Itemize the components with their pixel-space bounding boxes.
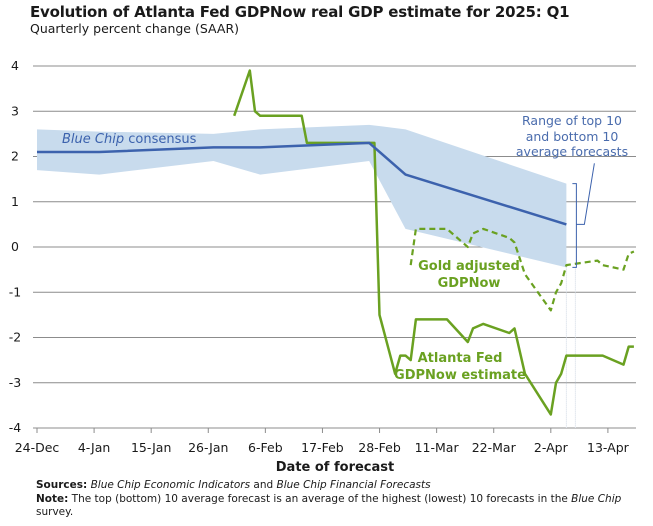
x-tick-label: 4-Jan: [78, 440, 110, 455]
svg-text:Gold adjusted: Gold adjusted: [418, 259, 520, 274]
y-tick-label: 1: [11, 194, 19, 209]
forecast-range-band: [37, 124, 567, 268]
range-bracket: [572, 163, 595, 268]
x-tick-label: 2-Apr: [534, 440, 569, 455]
y-tick-label: -1: [9, 284, 21, 299]
y-tick-label: 3: [11, 103, 19, 118]
svg-text:GDPNow estimate: GDPNow estimate: [394, 368, 526, 383]
y-tick-label: -4: [9, 420, 22, 435]
x-tick-label: 24-Dec: [15, 440, 60, 455]
svg-text:GDPNow: GDPNow: [438, 276, 501, 291]
chart-subtitle: Quarterly percent change (SAAR): [30, 21, 240, 36]
x-tick-label: 13-Apr: [587, 440, 630, 455]
x-tick-label: 28-Feb: [358, 440, 401, 455]
series-line-atlanta-fed-gdpnow-estimate: [233, 69, 634, 416]
series-line-blue-chip-consensus: [37, 141, 567, 226]
y-tick-label: 4: [11, 58, 19, 73]
y-tick-label: 0: [11, 239, 19, 254]
x-tick-label: 26-Jan: [188, 440, 228, 455]
x-axis-label: Date of forecast: [276, 460, 394, 475]
svg-text:and bottom 10: and bottom 10: [526, 129, 619, 144]
range-label: Range of top 10 and bottom 10 average fo…: [516, 113, 628, 159]
x-axis-ticks: 24-Dec 4-Jan 15-Jan 26-Jan 6-Feb 17-Feb 28-Feb…: [15, 428, 630, 455]
svg-text:average forecasts: average forecasts: [516, 144, 628, 159]
gold-label: Gold adjusted GDPNow: [418, 259, 520, 291]
sources-note: Sources: Blue Chip Economic Indicators a…: [36, 479, 431, 491]
consensus-label: Blue Chip consensus: [62, 132, 197, 147]
x-tick-label: 11-Mar: [415, 440, 460, 455]
svg-text:Atlanta Fed: Atlanta Fed: [418, 351, 503, 366]
series-line-gold-adjusted-gdpnow: [409, 227, 635, 312]
footnote: Note: The top (bottom) 10 average foreca…: [36, 493, 622, 518]
series-lines: [37, 69, 635, 416]
x-tick-label: 17-Feb: [301, 440, 344, 455]
x-tick-label: 6-Feb: [248, 440, 283, 455]
y-tick-label: -2: [9, 330, 21, 345]
y-axis-ticks: 4 3 2 1 0 -1 -2 -3 -4: [9, 58, 22, 435]
chart-title: Evolution of Atlanta Fed GDPNow real GDP…: [30, 3, 570, 21]
x-tick-label: 15-Jan: [131, 440, 171, 455]
x-tick-label: 22-Mar: [472, 440, 517, 455]
y-tick-label: -3: [9, 375, 21, 390]
dotted-guides: [565, 267, 576, 428]
y-tick-label: 2: [11, 149, 19, 164]
gdpnow-label: Atlanta Fed GDPNow estimate: [394, 351, 526, 383]
svg-text:Range of top 10: Range of top 10: [522, 113, 622, 128]
